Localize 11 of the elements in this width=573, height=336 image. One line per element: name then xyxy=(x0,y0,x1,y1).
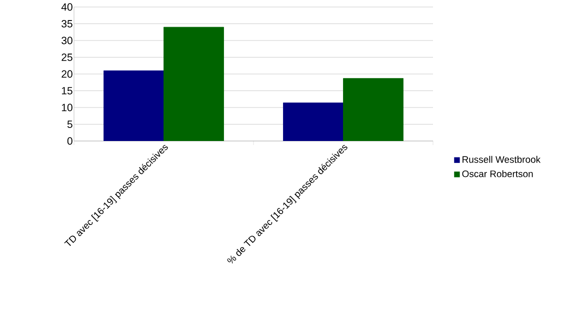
y-tick-label: 30 xyxy=(62,36,72,44)
legend-label: Russell Westbrook xyxy=(462,156,541,163)
y-tick-label: 0 xyxy=(67,137,72,145)
y-tick-label: 15 xyxy=(62,87,72,94)
y-tick-label: 25 xyxy=(62,54,72,61)
y-tick-label: 40 xyxy=(61,3,72,11)
y-tick-label: 5 xyxy=(67,120,72,128)
y-tick-label: 10 xyxy=(62,104,72,112)
y-tick-label: 35 xyxy=(62,20,72,28)
legend-label: Oscar Robertson xyxy=(462,170,533,178)
y-tick-label: 20 xyxy=(62,70,72,78)
